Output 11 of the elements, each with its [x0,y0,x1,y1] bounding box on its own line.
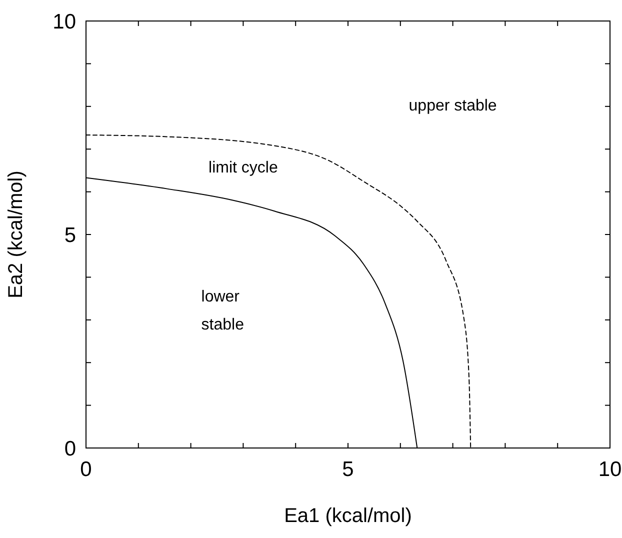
annotation: lower stable [201,288,244,334]
y-tick-label: 5 [64,224,76,247]
y-axis-title: Ea2 (kcal/mol) [5,170,27,298]
y-tick-label: 10 [52,10,76,34]
x-tick-label: 5 [342,458,354,481]
annotation: limit cycle [208,160,278,177]
x-axis-title: Ea1 (kcal/mol) [284,505,412,527]
y-tick-label: 0 [64,437,76,460]
x-tick-label: 0 [80,458,92,481]
x-tick-label: 10 [598,458,622,481]
annotation: upper stable [408,98,497,115]
